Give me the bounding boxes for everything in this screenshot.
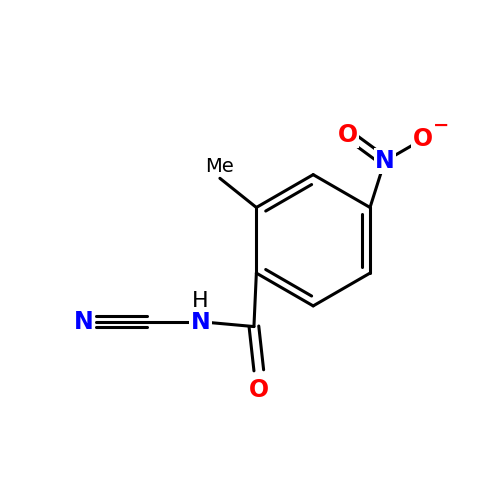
Text: N: N — [190, 310, 210, 334]
Text: Me: Me — [206, 157, 234, 176]
Text: −: − — [433, 116, 449, 136]
Text: N: N — [74, 310, 94, 334]
Text: N: N — [374, 150, 394, 174]
Text: O: O — [338, 122, 358, 146]
Text: O: O — [412, 128, 432, 152]
Text: H: H — [192, 292, 209, 312]
Text: O: O — [248, 378, 269, 402]
